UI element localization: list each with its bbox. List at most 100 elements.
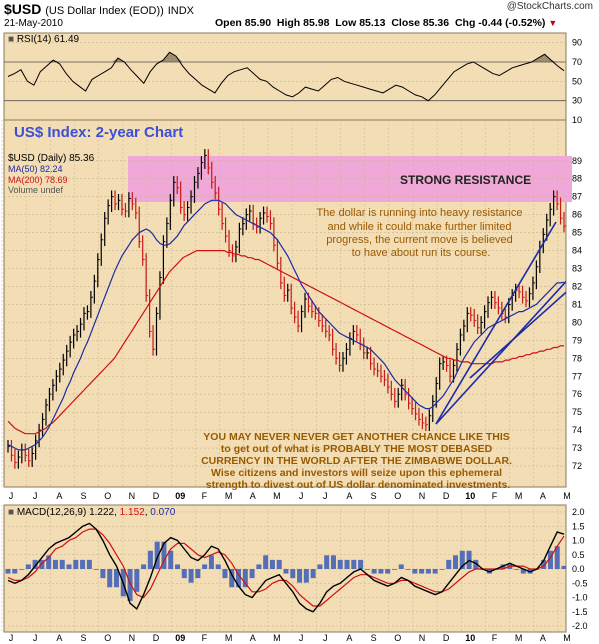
macd-hist-bar: [263, 555, 269, 569]
low-label: Low: [335, 17, 357, 29]
macd-hist-bar: [303, 569, 309, 583]
macd-line: [7, 522, 565, 613]
close-value: 85.36: [422, 17, 450, 29]
month-tick: N: [129, 491, 136, 501]
macd-hist-bar: [59, 559, 65, 569]
macd-hist-bar: [446, 559, 452, 569]
month-tick: J: [323, 633, 328, 643]
month-tick: N: [129, 633, 136, 643]
chart-title: US$ Index: 2-year Chart: [14, 124, 183, 141]
macd-hist-bar: [425, 569, 431, 574]
macd-y-tick: -1.5: [572, 607, 588, 617]
chart-ticker: $USD (US Dollar Index (EOD)) INDX: [4, 1, 194, 17]
price-y-tick: 84: [572, 246, 582, 256]
upper-annotation-line-3: progress, the current move is believed: [326, 234, 512, 246]
upper-annotation-line-4: to have about run its course.: [352, 247, 491, 259]
macd-hist-bar: [514, 569, 520, 570]
ma50-line: [7, 199, 565, 451]
macd-hist-bar: [208, 555, 214, 569]
price-y-tick: 75: [572, 407, 582, 417]
month-tick: 10: [465, 633, 475, 643]
macd-hist-bar: [385, 569, 391, 574]
month-tick: J: [323, 491, 328, 501]
macd-hist-bar: [107, 569, 113, 588]
ticker-symbol: $USD: [4, 1, 42, 17]
macd-hist-bar: [66, 564, 72, 569]
price-legend: $USD (Daily) 85.36: [8, 153, 95, 164]
macd-y-tick: 1.5: [572, 521, 585, 531]
rsi-line: [7, 51, 565, 102]
month-tick: S: [371, 491, 377, 501]
month-tick: A: [250, 491, 256, 501]
month-axis-bottom: J J A S O N D 09 F M A M J J A S O N D 10 F M A M: [9, 633, 571, 643]
ticker-name: (US Dollar Index (EOD)): [45, 5, 164, 17]
month-tick: M: [273, 633, 281, 643]
month-tick: O: [394, 633, 401, 643]
macd-hist-bar: [195, 569, 201, 579]
month-tick: S: [81, 633, 87, 643]
month-tick: F: [492, 491, 498, 501]
macd-hist-bar: [317, 564, 323, 569]
macd-hist-bar: [73, 559, 79, 569]
price-y-tick: 83: [572, 264, 582, 274]
price-y-tick: 78: [572, 353, 582, 363]
lower-annotation-line-3: CURRENCY IN THE WORLD AFTER THE ZIMBABWE…: [201, 455, 512, 467]
upper-annotation-line-2: and while it could make further limited: [327, 221, 511, 233]
rsi-y-tick: 30: [572, 96, 582, 106]
macd-hist-bar: [378, 569, 384, 574]
month-tick: M: [563, 633, 571, 643]
macd-y-tick: 1.0: [572, 536, 585, 546]
month-tick: N: [419, 633, 426, 643]
down-triangle-icon: ▼: [548, 18, 558, 28]
month-tick: J: [299, 491, 304, 501]
macd-hist-bar: [181, 569, 187, 579]
resistance-label: STRONG RESISTANCE: [400, 173, 531, 187]
macd-hist-bar: [249, 569, 255, 579]
macd-hist-bar: [202, 564, 208, 569]
macd-hist-bar: [310, 569, 316, 579]
month-tick: S: [371, 633, 377, 643]
macd-hist-bar: [412, 569, 418, 574]
macd-hist-bar: [12, 569, 18, 574]
price-y-tick: 89: [572, 156, 582, 166]
macd-hist-bar: [391, 569, 397, 570]
rsi-overbought-segment: [169, 52, 177, 62]
macd-hist-bar: [147, 550, 153, 569]
macd-hist-bar: [344, 559, 350, 569]
macd-hist-bar: [541, 559, 547, 569]
macd-hist-bar: [168, 550, 174, 569]
lower-annotation-line-1: YOU MAY NEVER NEVER GET ANOTHER CHANCE L…: [203, 431, 509, 443]
month-tick: A: [540, 491, 546, 501]
rsi-overbought-fill: [46, 52, 558, 62]
price-y-tick: 74: [572, 425, 582, 435]
macd-hist-bar: [290, 569, 296, 579]
lower-trendline: [435, 280, 566, 425]
month-tick: A: [346, 633, 352, 643]
month-axis-top: J J A S O N D 09 F M A M J J A S O N D 10 F M A M: [9, 491, 571, 501]
macd-y-tick: -0.5: [572, 578, 588, 588]
macd-hist-bar: [547, 550, 553, 569]
price-y-tick: 87: [572, 192, 582, 202]
macd-hist-bar: [39, 559, 45, 569]
volume-legend: Volume undef: [8, 185, 64, 195]
inner-trendline: [469, 291, 566, 379]
macd-hist-bar: [364, 569, 370, 570]
quote-bar: Open 85.90 High 85.98 Low 85.13 Close 85…: [215, 17, 557, 29]
month-tick: D: [443, 491, 450, 501]
macd-hist-bar: [25, 564, 31, 569]
rsi-y-tick: 90: [572, 38, 582, 48]
month-tick: D: [153, 491, 160, 501]
lower-annotation-line-4: Wise citizens and investors will seize u…: [211, 467, 502, 479]
month-tick: N: [419, 491, 426, 501]
open-label: Open: [215, 17, 242, 29]
price-panel: 89 88 87 86 85 84 83 82 81 80 79 78 77 76 75 74 73 72 US$…: [1, 119, 582, 491]
macd-hist-bar: [32, 559, 38, 569]
price-y-tick: 85: [572, 228, 582, 238]
ma200-legend: MA(200) 78.69: [8, 175, 68, 185]
upper-annotation-line-1: The dollar is running into heavy resista…: [316, 207, 522, 219]
month-tick: F: [492, 633, 498, 643]
month-tick: 09: [175, 491, 185, 501]
rsi-legend-text: RSI(14) 61.49: [17, 34, 80, 45]
month-tick: J: [9, 491, 14, 501]
month-tick: A: [56, 633, 62, 643]
